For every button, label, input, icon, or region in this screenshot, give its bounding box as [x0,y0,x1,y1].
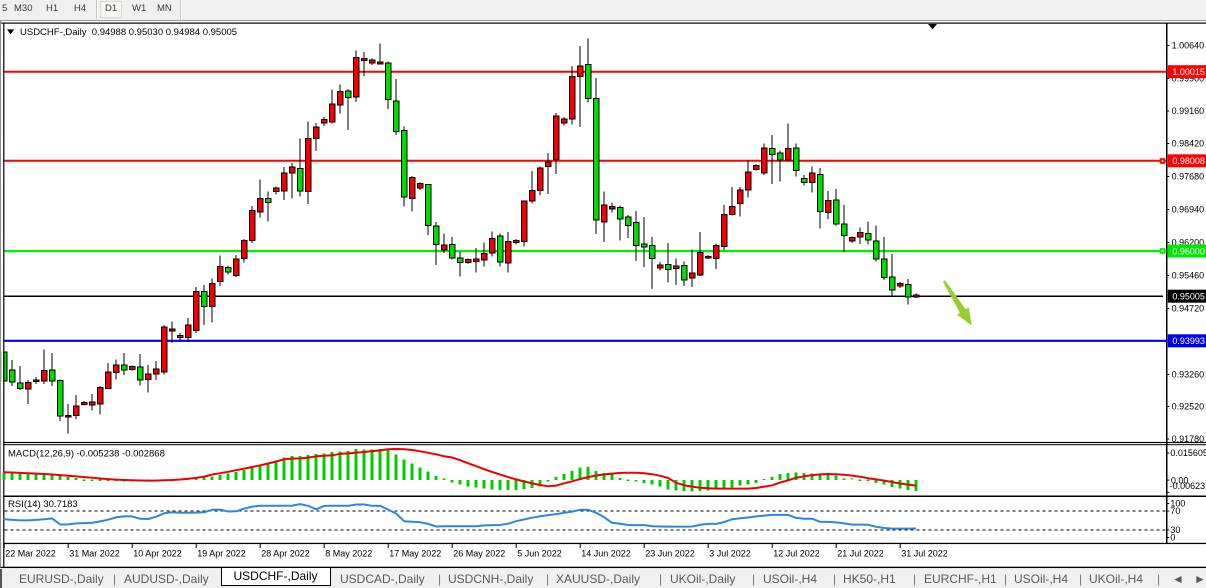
svg-text:0,00: 0,00 [1171,475,1189,485]
svg-text:0.96200: 0.96200 [1172,238,1205,248]
svg-text:0.98420: 0.98420 [1172,139,1205,149]
svg-text:100: 100 [1170,499,1185,509]
svg-text:0.94720: 0.94720 [1172,304,1205,314]
svg-text:12 Jul 2022: 12 Jul 2022 [773,549,820,559]
svg-text:0.99900: 0.99900 [1172,74,1205,84]
svg-text:70: 70 [1170,506,1180,516]
svg-text:0.93260: 0.93260 [1172,370,1205,380]
svg-text:22 Mar 2022: 22 Mar 2022 [5,549,56,559]
svg-text:3 Jul 2022: 3 Jul 2022 [709,549,751,559]
svg-text:0.95005: 0.95005 [1172,292,1205,302]
svg-text:21 Jul 2022: 21 Jul 2022 [837,549,884,559]
svg-text:31 Mar 2022: 31 Mar 2022 [69,549,120,559]
svg-text:31 Jul 2022: 31 Jul 2022 [901,549,948,559]
svg-text:-0.00623: -0.00623 [1170,481,1206,491]
svg-text:30: 30 [1170,525,1180,535]
svg-text:0.91780: 0.91780 [1172,434,1205,444]
svg-text:MACD(12,26,9) -0.005238 -0.002: MACD(12,26,9) -0.005238 -0.002868 [8,449,165,460]
svg-text:5 Jun 2022: 5 Jun 2022 [517,549,562,559]
svg-text:0.92520: 0.92520 [1172,402,1205,412]
svg-text:USDCHF-,Daily 0.94988 0.95030: USDCHF-,Daily 0.94988 0.95030 0.94984 0.… [20,27,237,38]
svg-text:14 Jun 2022: 14 Jun 2022 [581,549,631,559]
svg-text:1.00640: 1.00640 [1172,41,1205,51]
svg-text:19 Apr 2022: 19 Apr 2022 [197,549,246,559]
svg-text:10 Apr 2022: 10 Apr 2022 [133,549,182,559]
svg-text:0.96000: 0.96000 [1172,246,1205,256]
svg-text:0.99160: 0.99160 [1172,106,1205,116]
svg-text:28 Apr 2022: 28 Apr 2022 [261,549,310,559]
svg-text:8 May 2022: 8 May 2022 [325,549,372,559]
svg-text:23 Jun 2022: 23 Jun 2022 [645,549,695,559]
svg-text:17 May 2022: 17 May 2022 [389,549,441,559]
svg-text:0.93993: 0.93993 [1172,336,1205,346]
svg-text:RSI(14) 30.7183: RSI(14) 30.7183 [8,499,78,510]
svg-text:0.015605: 0.015605 [1170,448,1206,458]
svg-text:0.97680: 0.97680 [1172,172,1205,182]
svg-text:0: 0 [1170,533,1175,543]
svg-text:0.95460: 0.95460 [1172,271,1205,281]
svg-text:1.00015: 1.00015 [1172,67,1205,77]
svg-text:0.98008: 0.98008 [1172,156,1205,166]
svg-text:0.96940: 0.96940 [1172,205,1205,215]
svg-text:26 May 2022: 26 May 2022 [453,549,505,559]
